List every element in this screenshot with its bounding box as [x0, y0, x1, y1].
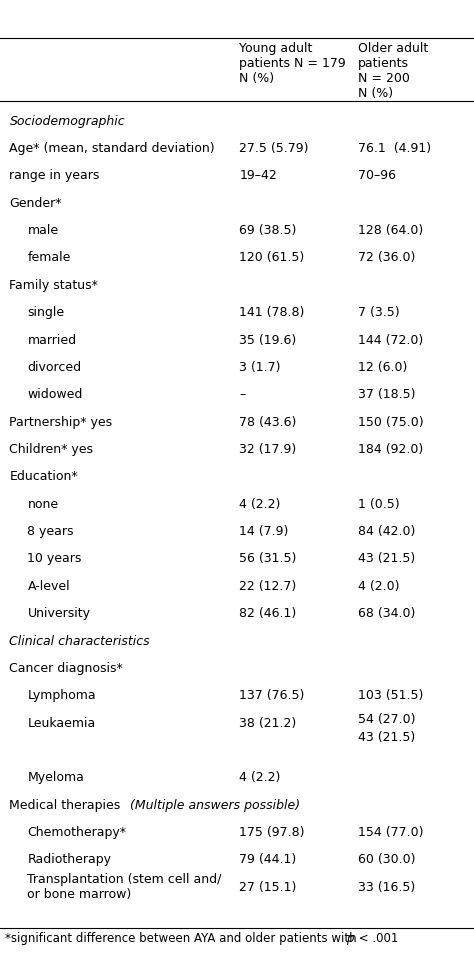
Text: (Multiple answers possible): (Multiple answers possible) [130, 799, 301, 812]
Text: 78 (43.6): 78 (43.6) [239, 416, 297, 429]
Text: 12 (6.0): 12 (6.0) [358, 361, 407, 374]
Text: female: female [27, 252, 71, 265]
Text: 10 years: 10 years [27, 552, 82, 565]
Text: < .001: < .001 [355, 932, 398, 946]
Text: Children* yes: Children* yes [9, 443, 93, 456]
Text: 56 (31.5): 56 (31.5) [239, 552, 297, 565]
Text: 120 (61.5): 120 (61.5) [239, 252, 305, 265]
Text: divorced: divorced [27, 361, 82, 374]
Text: 38 (21.2): 38 (21.2) [239, 716, 297, 730]
Text: 27.5 (5.79): 27.5 (5.79) [239, 142, 309, 156]
Text: 141 (78.8): 141 (78.8) [239, 306, 305, 320]
Text: none: none [27, 497, 59, 511]
Text: 103 (51.5): 103 (51.5) [358, 689, 423, 703]
Text: Radiotherapy: Radiotherapy [27, 853, 111, 867]
Text: 22 (12.7): 22 (12.7) [239, 580, 297, 593]
Text: 175 (97.8): 175 (97.8) [239, 826, 305, 839]
Text: Education*: Education* [9, 470, 78, 484]
Text: 150 (75.0): 150 (75.0) [358, 416, 423, 429]
Text: 60 (30.0): 60 (30.0) [358, 853, 415, 867]
Text: University: University [27, 607, 91, 620]
Text: Young adult
patients N = 179
N (%): Young adult patients N = 179 N (%) [239, 42, 346, 85]
Text: married: married [27, 333, 77, 347]
Text: Medical therapies: Medical therapies [9, 799, 125, 812]
Text: 37 (18.5): 37 (18.5) [358, 388, 415, 401]
Text: 82 (46.1): 82 (46.1) [239, 607, 297, 620]
Text: Gender*: Gender* [9, 197, 62, 210]
Text: widowed: widowed [27, 388, 83, 401]
Text: 43 (21.5): 43 (21.5) [358, 552, 415, 565]
Text: 19–42: 19–42 [239, 169, 277, 182]
Text: A-level: A-level [27, 580, 70, 593]
Text: Chemotherapy*: Chemotherapy* [27, 826, 127, 839]
Text: 69 (38.5): 69 (38.5) [239, 224, 297, 237]
Text: 27 (15.1): 27 (15.1) [239, 880, 297, 894]
Text: 32 (17.9): 32 (17.9) [239, 443, 297, 456]
Text: Partnership* yes: Partnership* yes [9, 416, 113, 429]
Text: Age* (mean, standard deviation): Age* (mean, standard deviation) [9, 142, 215, 156]
Text: 8 years: 8 years [27, 525, 74, 539]
Text: *significant difference between AYA and older patients with: *significant difference between AYA and … [5, 932, 360, 946]
Text: Myeloma: Myeloma [27, 771, 84, 784]
Text: Leukaemia: Leukaemia [27, 716, 96, 730]
Text: single: single [27, 306, 64, 320]
Text: 54 (27.0)
43 (21.5): 54 (27.0) 43 (21.5) [358, 713, 415, 744]
Text: Transplantation (stem cell and/
or bone marrow): Transplantation (stem cell and/ or bone … [27, 874, 222, 901]
Text: –: – [239, 388, 246, 401]
Text: 35 (19.6): 35 (19.6) [239, 333, 297, 347]
Text: 184 (92.0): 184 (92.0) [358, 443, 423, 456]
Text: 3 (1.7): 3 (1.7) [239, 361, 281, 374]
Text: male: male [27, 224, 59, 237]
Text: 68 (34.0): 68 (34.0) [358, 607, 415, 620]
Text: Older adult
patients
N = 200
N (%): Older adult patients N = 200 N (%) [358, 42, 428, 100]
Text: 137 (76.5): 137 (76.5) [239, 689, 305, 703]
Text: 4 (2.2): 4 (2.2) [239, 771, 281, 784]
Text: Cancer diagnosis*: Cancer diagnosis* [9, 661, 123, 675]
Text: Family status*: Family status* [9, 278, 99, 292]
Text: 76.1  (4.91): 76.1 (4.91) [358, 142, 431, 156]
Text: 7 (3.5): 7 (3.5) [358, 306, 400, 320]
Text: p: p [346, 932, 354, 946]
Text: 72 (36.0): 72 (36.0) [358, 252, 415, 265]
Text: 14 (7.9): 14 (7.9) [239, 525, 289, 539]
Text: Clinical characteristics: Clinical characteristics [9, 635, 150, 648]
Text: Lymphoma: Lymphoma [27, 689, 96, 703]
Text: 4 (2.0): 4 (2.0) [358, 580, 400, 593]
Text: Sociodemographic: Sociodemographic [9, 114, 125, 128]
Text: 79 (44.1): 79 (44.1) [239, 853, 297, 867]
Text: 70–96: 70–96 [358, 169, 396, 182]
Text: 128 (64.0): 128 (64.0) [358, 224, 423, 237]
Text: 84 (42.0): 84 (42.0) [358, 525, 415, 539]
Text: 154 (77.0): 154 (77.0) [358, 826, 423, 839]
Text: 1 (0.5): 1 (0.5) [358, 497, 400, 511]
Text: range in years: range in years [9, 169, 100, 182]
Text: 144 (72.0): 144 (72.0) [358, 333, 423, 347]
Text: 33 (16.5): 33 (16.5) [358, 880, 415, 894]
Text: 4 (2.2): 4 (2.2) [239, 497, 281, 511]
